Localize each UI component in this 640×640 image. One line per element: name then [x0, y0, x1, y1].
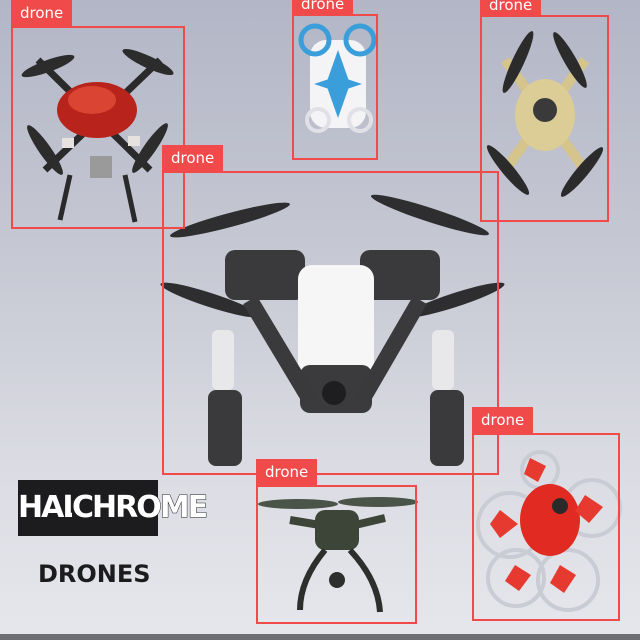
detection-box: drone: [256, 459, 417, 624]
logo-word-drones: DRONES: [38, 560, 151, 588]
detection-box: drone: [292, 0, 378, 160]
red-quadcopter: [21, 48, 174, 223]
detection-label: drone: [480, 0, 542, 15]
tello-drone: [160, 194, 505, 466]
detection-label: drone: [11, 0, 73, 26]
detection-box: drone: [472, 407, 620, 621]
detection-box: drone: [480, 0, 609, 222]
logo-half-block: HALF: [18, 480, 100, 536]
bottom-bar: [0, 634, 640, 640]
gold-drone: [486, 31, 604, 197]
bounding-box: [292, 14, 378, 160]
logo-chrome-block: CHROME: [71, 480, 209, 536]
detection-label: drone: [256, 459, 318, 485]
bounding-box: [162, 171, 499, 475]
detection-label: drone: [292, 0, 354, 14]
bounding-box: [256, 485, 417, 624]
dark-green-drone: [258, 497, 418, 613]
detection-label: drone: [162, 145, 224, 171]
bounding-box: [11, 26, 185, 229]
blue-white-drone: [298, 23, 377, 133]
detection-box: drone: [162, 145, 499, 475]
bounding-box: [480, 15, 609, 222]
detection-box: drone: [11, 0, 185, 229]
detection-label: drone: [472, 407, 534, 433]
red-whoop-drone: [476, 450, 622, 612]
half-chrome-drones-logo: HALF CHROME DRONES: [18, 478, 209, 598]
bounding-box: [472, 433, 620, 621]
logo-word-chrome: CHROME: [71, 490, 208, 526]
